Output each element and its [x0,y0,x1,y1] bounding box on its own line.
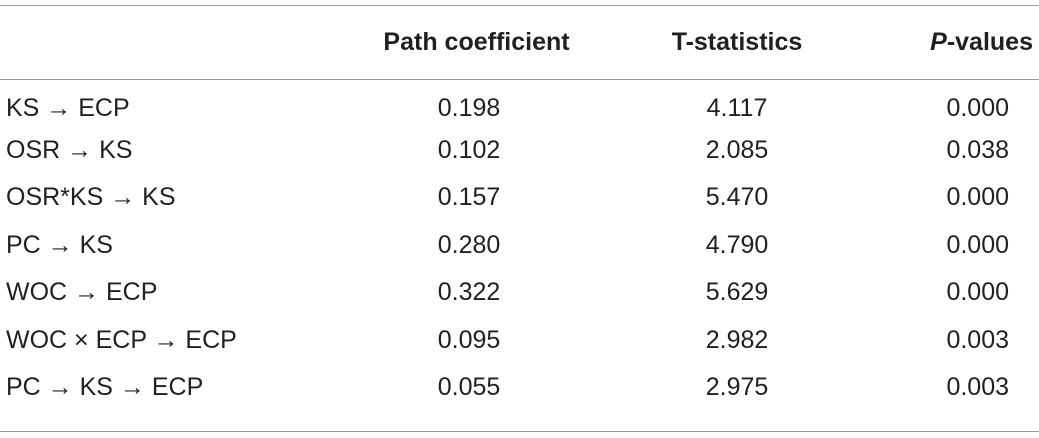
row-p-value: 0.038 [946,135,1009,164]
header-path-label [0,5,334,79]
row-path-coefficient: 0.095 [437,325,501,354]
row-t-statistic: 2.975 [705,373,769,402]
header-p-values: P-values [855,5,1039,79]
table-row: OSR*KS → KS 0.157 5.470 0.000 [0,174,1039,222]
header-p-rest: -values [946,27,1033,56]
table-row: WOC × ECP → ECP 0.095 2.982 0.003 [0,317,1039,365]
row-path-coefficient: 0.055 [437,373,501,402]
row-path-coefficient: 0.280 [437,230,501,259]
row-t-statistic: 2.982 [705,325,769,354]
table-row: WOC → ECP 0.322 5.629 0.000 [0,269,1039,317]
row-t-statistic: 4.117 [706,94,768,123]
row-p-value: 0.000 [946,230,1009,259]
path-coefficients-table: Path coefficient T-statistics P-values K… [0,5,1039,412]
row-p-value: 0.003 [946,325,1009,354]
header-p-italic: P [930,27,947,56]
table-body: KS → ECP 0.198 4.117 0.000 OSR → KS 0.10… [0,79,1039,412]
row-t-statistic: 5.629 [705,278,769,307]
row-t-statistic: 2.085 [705,135,769,164]
row-path-coefficient: 0.102 [437,135,501,164]
bottom-rule [0,431,1039,432]
row-p-value: 0.000 [946,183,1009,212]
row-t-statistic: 5.470 [705,183,769,212]
row-path-coefficient: 0.198 [437,94,501,123]
row-path-label: KS → ECP [6,94,130,123]
table-header: Path coefficient T-statistics P-values [0,5,1039,79]
header-rule [0,79,1039,80]
table-row: OSR → KS 0.102 2.085 0.038 [0,127,1039,175]
row-t-statistic: 4.790 [705,230,769,259]
table-row: KS → ECP 0.198 4.117 0.000 [0,79,1039,127]
row-path-label: OSR*KS → KS [6,183,176,212]
row-path-coefficient: 0.322 [437,278,501,307]
header-t-statistics: T-statistics [671,27,803,56]
row-p-value: 0.000 [946,94,1009,123]
row-path-coefficient: 0.157 [437,183,501,212]
table-row: PC → KS → ECP 0.055 2.975 0.003 [0,364,1039,412]
row-path-label: PC → KS [6,230,113,259]
row-path-label: OSR → KS [6,135,133,164]
table-row: PC → KS 0.280 4.790 0.000 [0,222,1039,270]
row-p-value: 0.000 [946,278,1009,307]
row-path-label: PC → KS → ECP [6,373,204,402]
header-path-coefficient: Path coefficient [383,27,570,56]
row-p-value: 0.003 [946,373,1009,402]
top-rule [0,5,1039,6]
header-row: Path coefficient T-statistics P-values [0,5,1039,79]
row-path-label: WOC → ECP [6,278,158,307]
row-path-label: WOC × ECP → ECP [6,325,237,354]
